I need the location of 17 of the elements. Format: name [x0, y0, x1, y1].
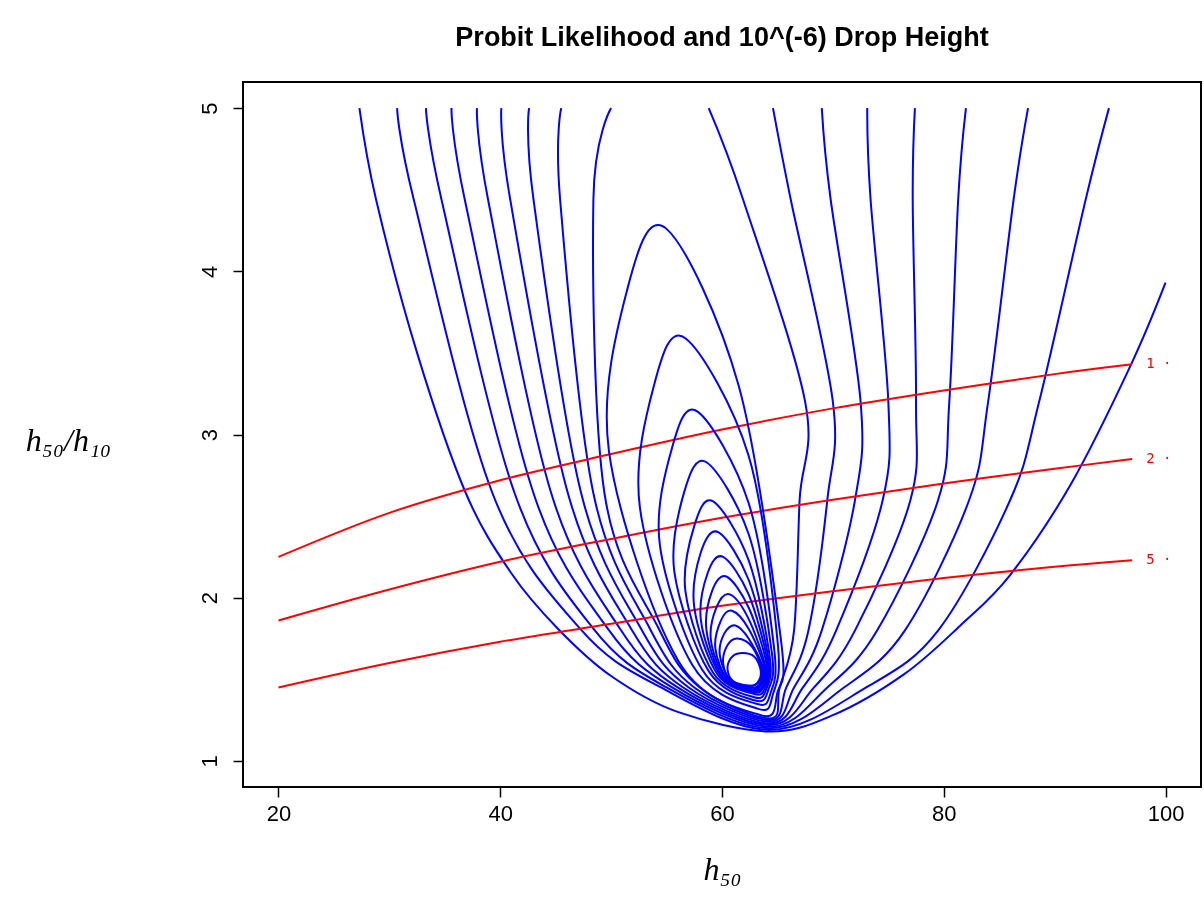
x-tick-label: 80	[932, 800, 957, 826]
y-tick-label: 3	[196, 428, 222, 442]
series-label: 5 ·	[1146, 551, 1172, 568]
y-axis-title: h₅₀/h₁₀	[25, 421, 112, 458]
y-tick-label: 2	[196, 592, 222, 605]
series-label: 2 ·	[1146, 449, 1172, 466]
y-tick-label: 4	[196, 265, 222, 278]
x-tick-label: 40	[488, 800, 513, 826]
x-tick-label: 20	[266, 800, 292, 826]
y-tick-label: 1	[196, 755, 222, 768]
y-tick-label: 5	[196, 102, 222, 115]
x-tick-label: 60	[710, 800, 735, 826]
x-tick-label: 100	[1147, 800, 1185, 826]
line-series	[277, 363, 1134, 558]
series-label: 1 ·	[1146, 355, 1172, 372]
chart-title: Probit Likelihood and 10^(-6) Drop Height	[455, 22, 989, 52]
x-axis-title: h₅₀	[703, 850, 742, 887]
